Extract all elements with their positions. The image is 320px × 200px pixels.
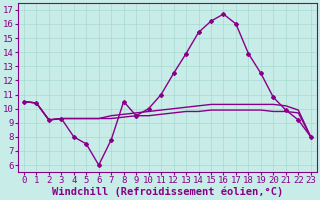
X-axis label: Windchill (Refroidissement éolien,°C): Windchill (Refroidissement éolien,°C) (52, 187, 283, 197)
